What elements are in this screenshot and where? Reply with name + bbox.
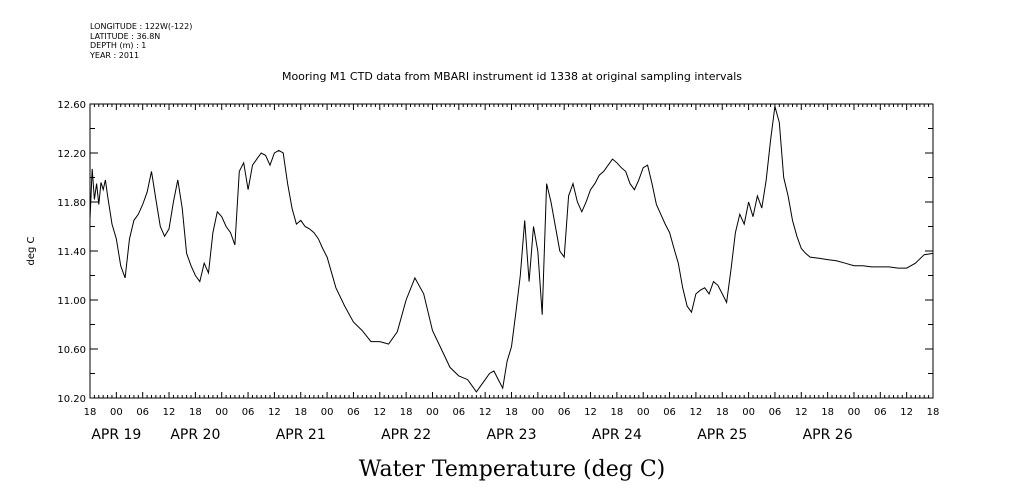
x-tick-label: 06: [452, 407, 465, 418]
date-label: APR 22: [381, 427, 431, 443]
x-tick-label: 18: [821, 407, 834, 418]
x-tick-label: 00: [215, 407, 228, 418]
x-tick-label: 12: [268, 407, 281, 418]
chart-title: Mooring M1 CTD data from MBARI instrumen…: [282, 70, 742, 83]
x-tick-label: 18: [84, 407, 97, 418]
plot-frame: [89, 103, 934, 399]
y-axis-label: deg C: [26, 236, 37, 265]
date-label: APR 24: [592, 427, 642, 443]
y-tick-label: 10.60: [57, 345, 86, 356]
year-label: YEAR : 2011: [90, 50, 140, 60]
x-tick-label: 06: [242, 407, 255, 418]
x-tick-label: 12: [690, 407, 703, 418]
axis-ticks: [89, 103, 934, 399]
x-tick-label: 00: [742, 407, 755, 418]
longitude-label: LONGITUDE : 122W(-122): [90, 22, 193, 31]
x-axis-label: Water Temperature (deg C): [359, 457, 666, 482]
x-tick-label: 18: [927, 407, 940, 418]
y-tick-label: 10.20: [57, 394, 86, 405]
metadata-header: LONGITUDE : 122W(-122) LATITUDE : 36.8N …: [90, 22, 192, 60]
x-tick-label: 18: [716, 407, 729, 418]
x-tick-label: 06: [874, 407, 887, 418]
x-tick-label: 00: [110, 407, 123, 418]
date-label: APR 26: [803, 427, 853, 443]
date-label: APR 19: [91, 427, 141, 443]
x-tick-label: 18: [400, 407, 413, 418]
x-tick-label: 00: [637, 407, 650, 418]
date-labels: APR 19 APR 20 APR 21 APR 22 APR 23 APR 24 APR …: [91, 427, 852, 443]
y-tick-label: 12.20: [57, 149, 86, 160]
x-tick-label: 00: [426, 407, 439, 418]
x-tick-label: 06: [347, 407, 360, 418]
x-tick-label: 12: [163, 407, 176, 418]
y-tick-label: 11.00: [57, 296, 86, 307]
x-tick-label: 18: [611, 407, 624, 418]
y-tick-label: 11.40: [57, 247, 86, 258]
x-tick-label: 18: [505, 407, 518, 418]
x-tick-label: 06: [769, 407, 782, 418]
x-tick-label: 18: [294, 407, 307, 418]
latitude-label: LATITUDE : 36.8N: [90, 31, 161, 41]
series-line-water-temperature: [89, 106, 934, 393]
x-tick-label: 06: [663, 407, 676, 418]
x-tick-label: 12: [373, 407, 386, 418]
x-tick-label: 00: [321, 407, 334, 418]
x-tick-label: 12: [795, 407, 808, 418]
x-tick-label: 12: [479, 407, 492, 418]
x-tick-label: 06: [558, 407, 571, 418]
date-label: APR 21: [276, 427, 326, 443]
y-tick-label: 11.80: [57, 198, 86, 209]
date-label: APR 23: [486, 427, 536, 443]
x-tick-label: 06: [136, 407, 149, 418]
x-tick-label: 12: [584, 407, 597, 418]
date-label: APR 20: [170, 427, 220, 443]
y-tick-labels: 10.20 10.60 11.00 11.40 11.80 12.20 12.60: [57, 100, 86, 405]
x-tick-label: 18: [189, 407, 202, 418]
x-tick-label: 00: [531, 407, 544, 418]
x-tick-label: 00: [848, 407, 861, 418]
y-tick-label: 12.60: [57, 100, 86, 111]
date-label: APR 25: [697, 427, 747, 443]
x-tick-labels: 18 00 06 12 18 00 06 12 18 00 06 12 18 00 06 12 18 00 06 12…: [84, 407, 940, 418]
depth-label: DEPTH (m) : 1: [90, 41, 147, 50]
x-tick-label: 12: [900, 407, 913, 418]
